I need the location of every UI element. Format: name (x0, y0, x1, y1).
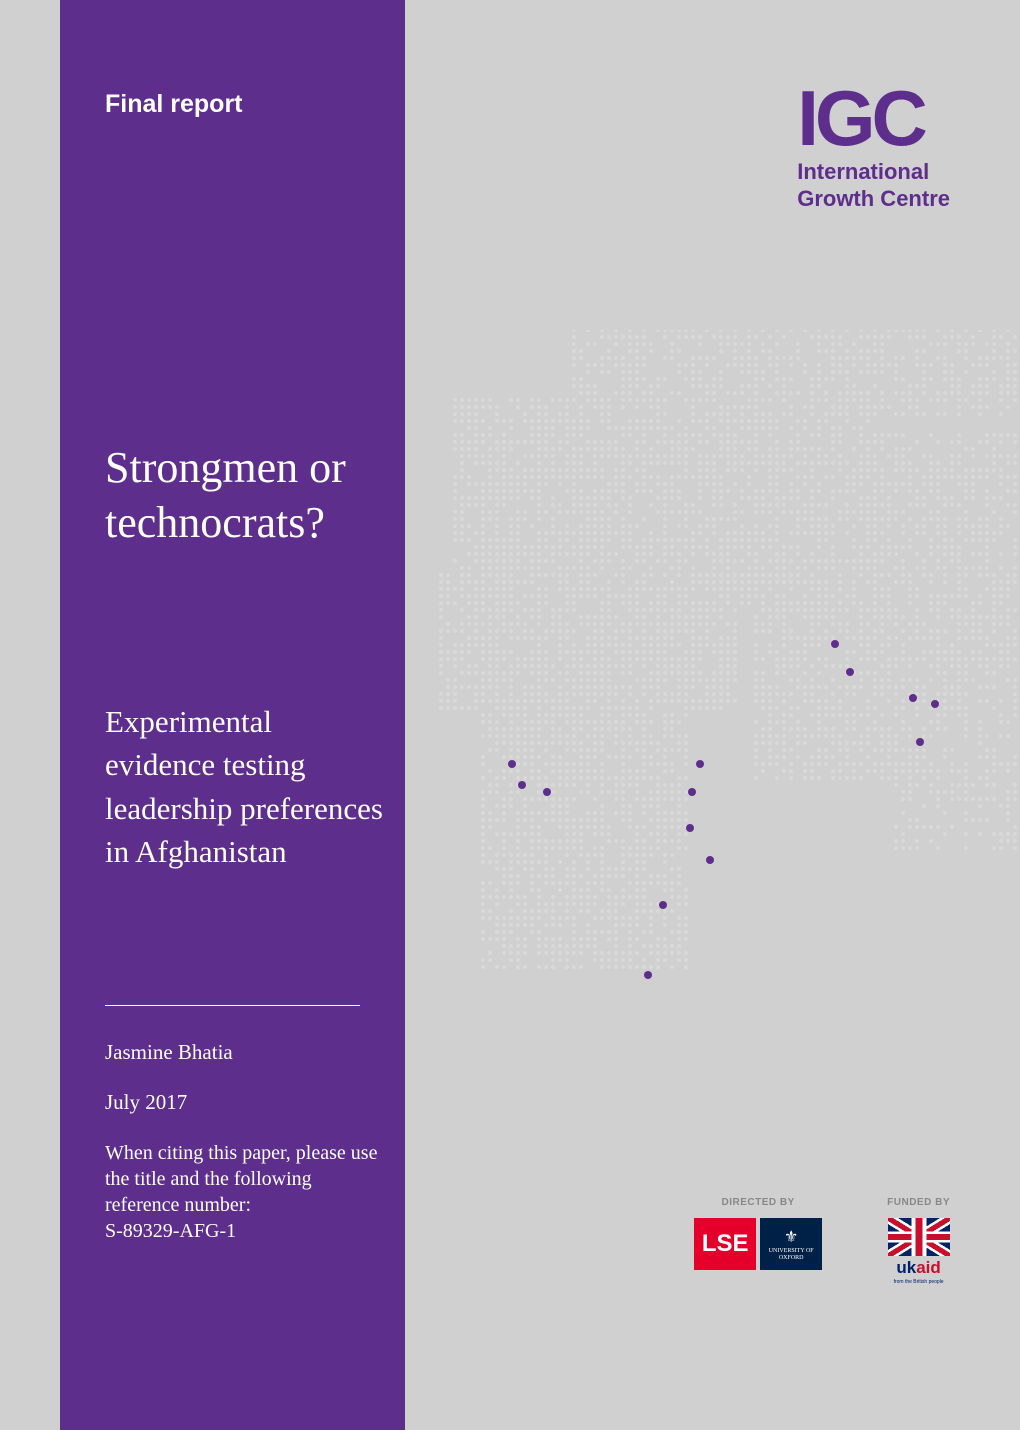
map-marker (706, 856, 714, 864)
igc-full-name: International Growth Centre (797, 159, 950, 212)
publication-date: July 2017 (105, 1090, 187, 1115)
ukaid-text: ukaid (896, 1258, 940, 1278)
footer-logos: DIRECTED BY LSE ⚜ UNIVERSITY OF OXFORD F… (694, 1197, 950, 1285)
document-title: Strongmen or technocrats? (105, 440, 405, 550)
map-marker (659, 901, 667, 909)
directed-by-block: DIRECTED BY LSE ⚜ UNIVERSITY OF OXFORD (694, 1197, 822, 1270)
reference-number: S-89329-AFG-1 (105, 1220, 236, 1242)
funded-by-block: FUNDED BY ukaid from the British people (887, 1197, 950, 1285)
funded-by-label: FUNDED BY (887, 1197, 950, 1208)
map-marker (909, 694, 917, 702)
map-marker (696, 760, 704, 768)
map-marker (831, 640, 839, 648)
ukaid-tagline: from the British people (894, 1279, 944, 1285)
oxford-crest-icon: ⚜ (784, 1227, 798, 1247)
lse-logo: LSE (694, 1218, 756, 1270)
oxford-text: UNIVERSITY OF OXFORD (769, 1248, 814, 1261)
directed-by-label: DIRECTED BY (694, 1197, 822, 1208)
world-map-graphic (420, 330, 1020, 1030)
lse-oxford-logos: LSE ⚜ UNIVERSITY OF OXFORD (694, 1218, 822, 1270)
igc-logo: IGC International Growth Centre (797, 85, 950, 212)
map-marker (518, 781, 526, 789)
left-margin-bar (0, 0, 60, 1430)
citation-block: When citing this paper, please use the t… (105, 1140, 385, 1244)
igc-acronym: IGC (797, 85, 950, 151)
report-type-label: Final report (105, 90, 243, 119)
citation-text: When citing this paper, please use the t… (105, 1142, 377, 1216)
divider-line (105, 1005, 360, 1006)
oxford-logo: ⚜ UNIVERSITY OF OXFORD (760, 1218, 822, 1270)
map-marker (916, 738, 924, 746)
map-marker (688, 788, 696, 796)
ukaid-logo: ukaid from the British people (887, 1218, 950, 1285)
map-marker (508, 760, 516, 768)
uk-flag-icon (888, 1218, 950, 1256)
map-marker (931, 700, 939, 708)
author-name: Jasmine Bhatia (105, 1040, 233, 1065)
map-marker (686, 824, 694, 832)
map-marker (846, 668, 854, 676)
document-subtitle: Experimental evidence testing leadership… (105, 700, 385, 874)
map-marker (644, 971, 652, 979)
map-marker (543, 788, 551, 796)
